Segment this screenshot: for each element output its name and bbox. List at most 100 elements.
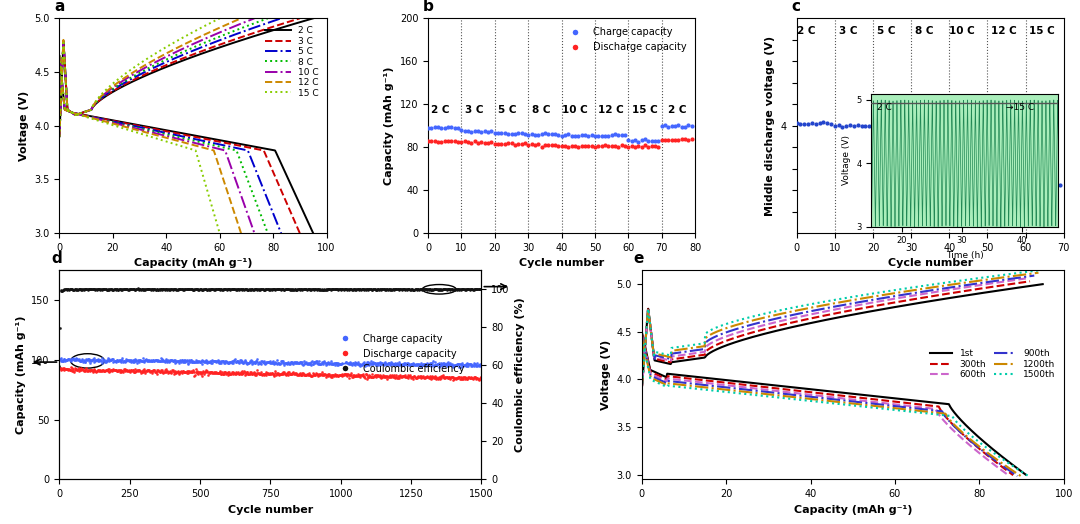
Point <box>136 356 153 364</box>
Point <box>157 355 174 364</box>
Point <box>320 359 337 367</box>
Point <box>380 373 397 381</box>
Point <box>275 286 293 294</box>
Point <box>454 374 471 382</box>
Point <box>325 360 342 368</box>
Point <box>242 357 259 366</box>
Point <box>168 368 186 376</box>
Point <box>1013 158 1030 166</box>
Point <box>437 286 455 294</box>
Point <box>599 142 617 150</box>
Point <box>164 357 181 365</box>
Point <box>214 357 231 366</box>
Point <box>1005 158 1023 166</box>
Point <box>451 360 469 368</box>
Point <box>52 354 69 363</box>
X-axis label: Cycle number: Cycle number <box>228 505 313 515</box>
Point <box>79 285 96 293</box>
Point <box>563 132 580 140</box>
Point <box>114 365 132 373</box>
Point <box>332 359 349 368</box>
Point <box>395 285 413 293</box>
Point <box>136 367 153 375</box>
Point <box>337 358 354 367</box>
Point <box>390 358 407 366</box>
Point <box>370 371 388 379</box>
Point <box>303 360 321 368</box>
Point <box>409 373 427 381</box>
Point <box>444 376 461 384</box>
Point <box>312 359 329 368</box>
Point <box>679 136 697 145</box>
Point <box>104 358 121 366</box>
Point <box>461 360 478 368</box>
Point <box>210 369 227 378</box>
Point <box>112 366 130 375</box>
Point <box>295 285 312 293</box>
Point <box>410 286 428 294</box>
Point <box>450 363 468 371</box>
Point <box>396 359 414 368</box>
Point <box>291 359 308 367</box>
Point <box>168 286 186 294</box>
Point <box>326 361 343 369</box>
Point <box>440 285 457 293</box>
Point <box>102 356 119 364</box>
Point <box>468 285 485 293</box>
Point <box>271 370 288 379</box>
Point <box>316 371 334 379</box>
Point <box>79 356 96 364</box>
Point <box>328 285 346 293</box>
Point <box>139 356 157 365</box>
Point <box>219 370 237 379</box>
Point <box>274 357 292 365</box>
Point <box>310 286 327 294</box>
Point <box>473 285 490 293</box>
Point <box>189 285 206 293</box>
Point <box>140 355 158 364</box>
Point <box>322 285 339 293</box>
Point <box>401 361 418 369</box>
Point <box>96 357 113 366</box>
Point <box>519 140 537 149</box>
Point <box>359 374 376 383</box>
Point <box>93 367 110 376</box>
Point <box>377 360 394 368</box>
Point <box>424 357 442 366</box>
Point <box>384 373 402 381</box>
Point <box>411 372 429 380</box>
Point <box>54 286 71 294</box>
Point <box>303 285 321 293</box>
Point <box>137 366 154 375</box>
Point <box>471 285 488 293</box>
Point <box>438 374 456 382</box>
Point <box>133 285 150 293</box>
Point <box>468 374 485 382</box>
Point <box>454 375 471 383</box>
Point <box>256 370 273 378</box>
Point <box>361 361 378 369</box>
Point <box>188 285 205 293</box>
Point <box>577 131 594 139</box>
Point <box>87 368 105 377</box>
Point <box>131 285 148 293</box>
Point <box>430 138 447 146</box>
Point <box>105 366 122 374</box>
Point <box>261 357 279 365</box>
Point <box>379 285 396 293</box>
Point <box>219 368 237 377</box>
Point <box>316 285 334 293</box>
Point <box>606 130 623 138</box>
Point <box>149 286 166 294</box>
Point <box>189 369 206 378</box>
Point <box>216 368 233 377</box>
Point <box>804 119 821 127</box>
Point <box>457 373 474 381</box>
Point <box>186 358 203 366</box>
Point <box>438 358 456 366</box>
Point <box>891 128 908 136</box>
Point <box>141 368 159 376</box>
Point <box>240 286 257 294</box>
Point <box>376 373 393 381</box>
Point <box>416 285 433 293</box>
